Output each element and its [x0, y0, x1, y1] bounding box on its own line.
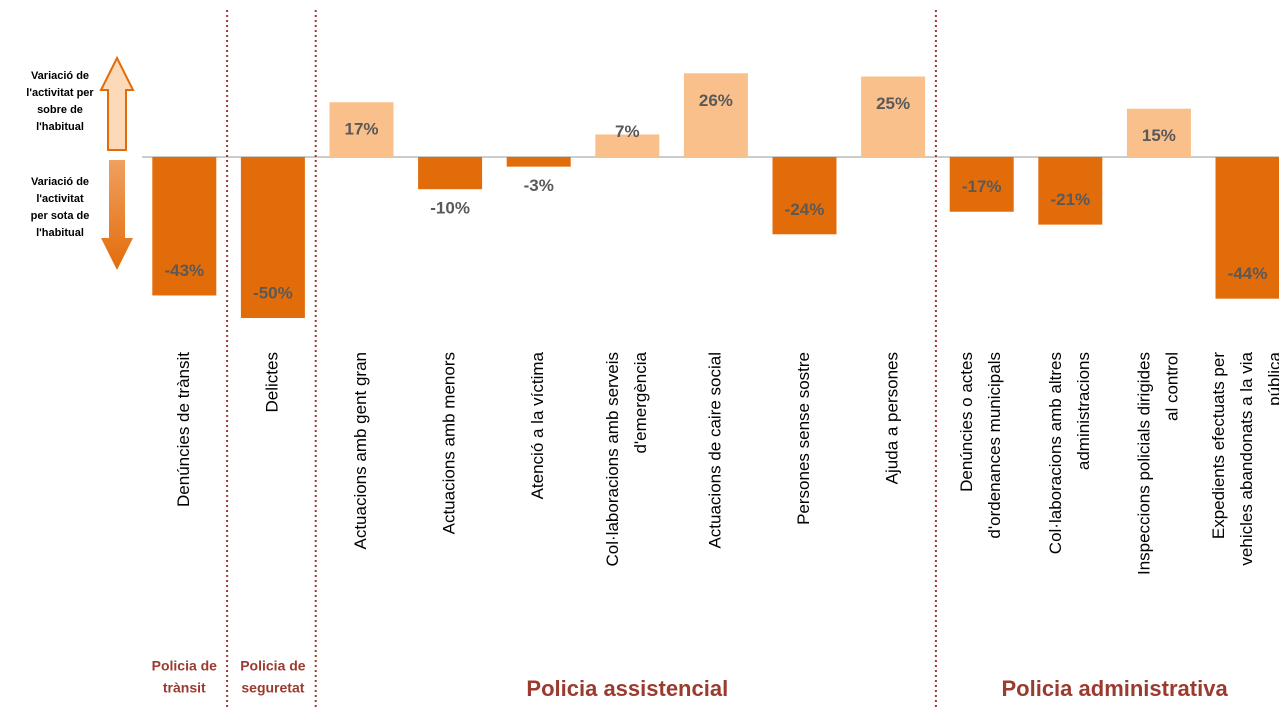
category-label: Inspeccions policials dirigides — [1134, 352, 1153, 575]
category-label: vehicles abandonats a la via — [1237, 351, 1256, 565]
category-label: Denúncies de trànsit — [174, 352, 193, 507]
value-label: -21% — [1050, 190, 1090, 209]
category-label: Delictes — [262, 352, 281, 412]
down-arrow — [101, 160, 133, 270]
side-label: sobre de — [37, 104, 83, 116]
group-label: Policia de — [240, 658, 306, 674]
category-label: Col·laboracions amb altres — [1046, 352, 1065, 554]
bar — [772, 157, 837, 235]
category-label: Atenció a la víctima — [528, 351, 547, 499]
side-label: Variació de — [31, 70, 89, 82]
category-label: Actuacions amb menors — [440, 352, 459, 534]
value-label: -43% — [164, 261, 204, 280]
side-label: l'habitual — [36, 227, 84, 239]
bar — [240, 157, 305, 318]
value-label: -3% — [524, 176, 554, 195]
value-label: -10% — [430, 199, 470, 218]
category-label: Persones sense sostre — [794, 352, 813, 525]
bar — [152, 157, 217, 296]
category-label: Col·laboracions amb serveis — [603, 352, 622, 566]
bar — [329, 102, 394, 157]
group-label: Policia de — [152, 658, 218, 674]
bar — [861, 76, 926, 157]
category-label: Expedients efectuats per — [1209, 352, 1228, 539]
category-label: d'emergència — [631, 351, 650, 453]
bar — [1038, 157, 1103, 225]
category-label: Actuacions amb gent gran — [351, 352, 370, 550]
value-label: -24% — [785, 200, 825, 219]
value-label: 17% — [344, 120, 378, 139]
value-label: 15% — [1142, 126, 1176, 145]
value-label: -50% — [253, 283, 293, 302]
side-label: l'habitual — [36, 121, 84, 133]
bar — [418, 157, 483, 190]
value-label: -17% — [962, 177, 1002, 196]
group-label: seguretat — [241, 680, 304, 696]
category-label: Actuacions de caire social — [705, 352, 724, 549]
category-label: Denúncies o actes — [957, 352, 976, 492]
bar — [683, 73, 748, 157]
group-label: Policia assistencial — [526, 676, 728, 701]
bar — [595, 134, 660, 157]
category-label: administracions — [1074, 352, 1093, 470]
category-label: Ajuda a persones — [883, 352, 902, 484]
category-label: d'ordenances municipals — [985, 352, 1004, 539]
side-label: l'activitat — [36, 193, 84, 205]
value-label: -44% — [1228, 264, 1268, 283]
bar — [506, 157, 571, 167]
category-label: pública — [1265, 351, 1279, 405]
side-label: per sota de — [31, 210, 90, 222]
side-label: Variació de — [31, 176, 89, 188]
bar — [949, 157, 1014, 212]
value-label: 26% — [699, 91, 733, 110]
value-label: 25% — [876, 94, 910, 113]
up-arrow — [99, 55, 135, 151]
group-label: Policia administrativa — [1001, 676, 1228, 701]
side-label: l'activitat per — [26, 87, 94, 99]
value-label: 7% — [615, 122, 640, 141]
category-label: al control — [1162, 352, 1181, 421]
bar — [1215, 157, 1279, 299]
bar — [1126, 108, 1191, 157]
group-label: trànsit — [163, 680, 206, 696]
